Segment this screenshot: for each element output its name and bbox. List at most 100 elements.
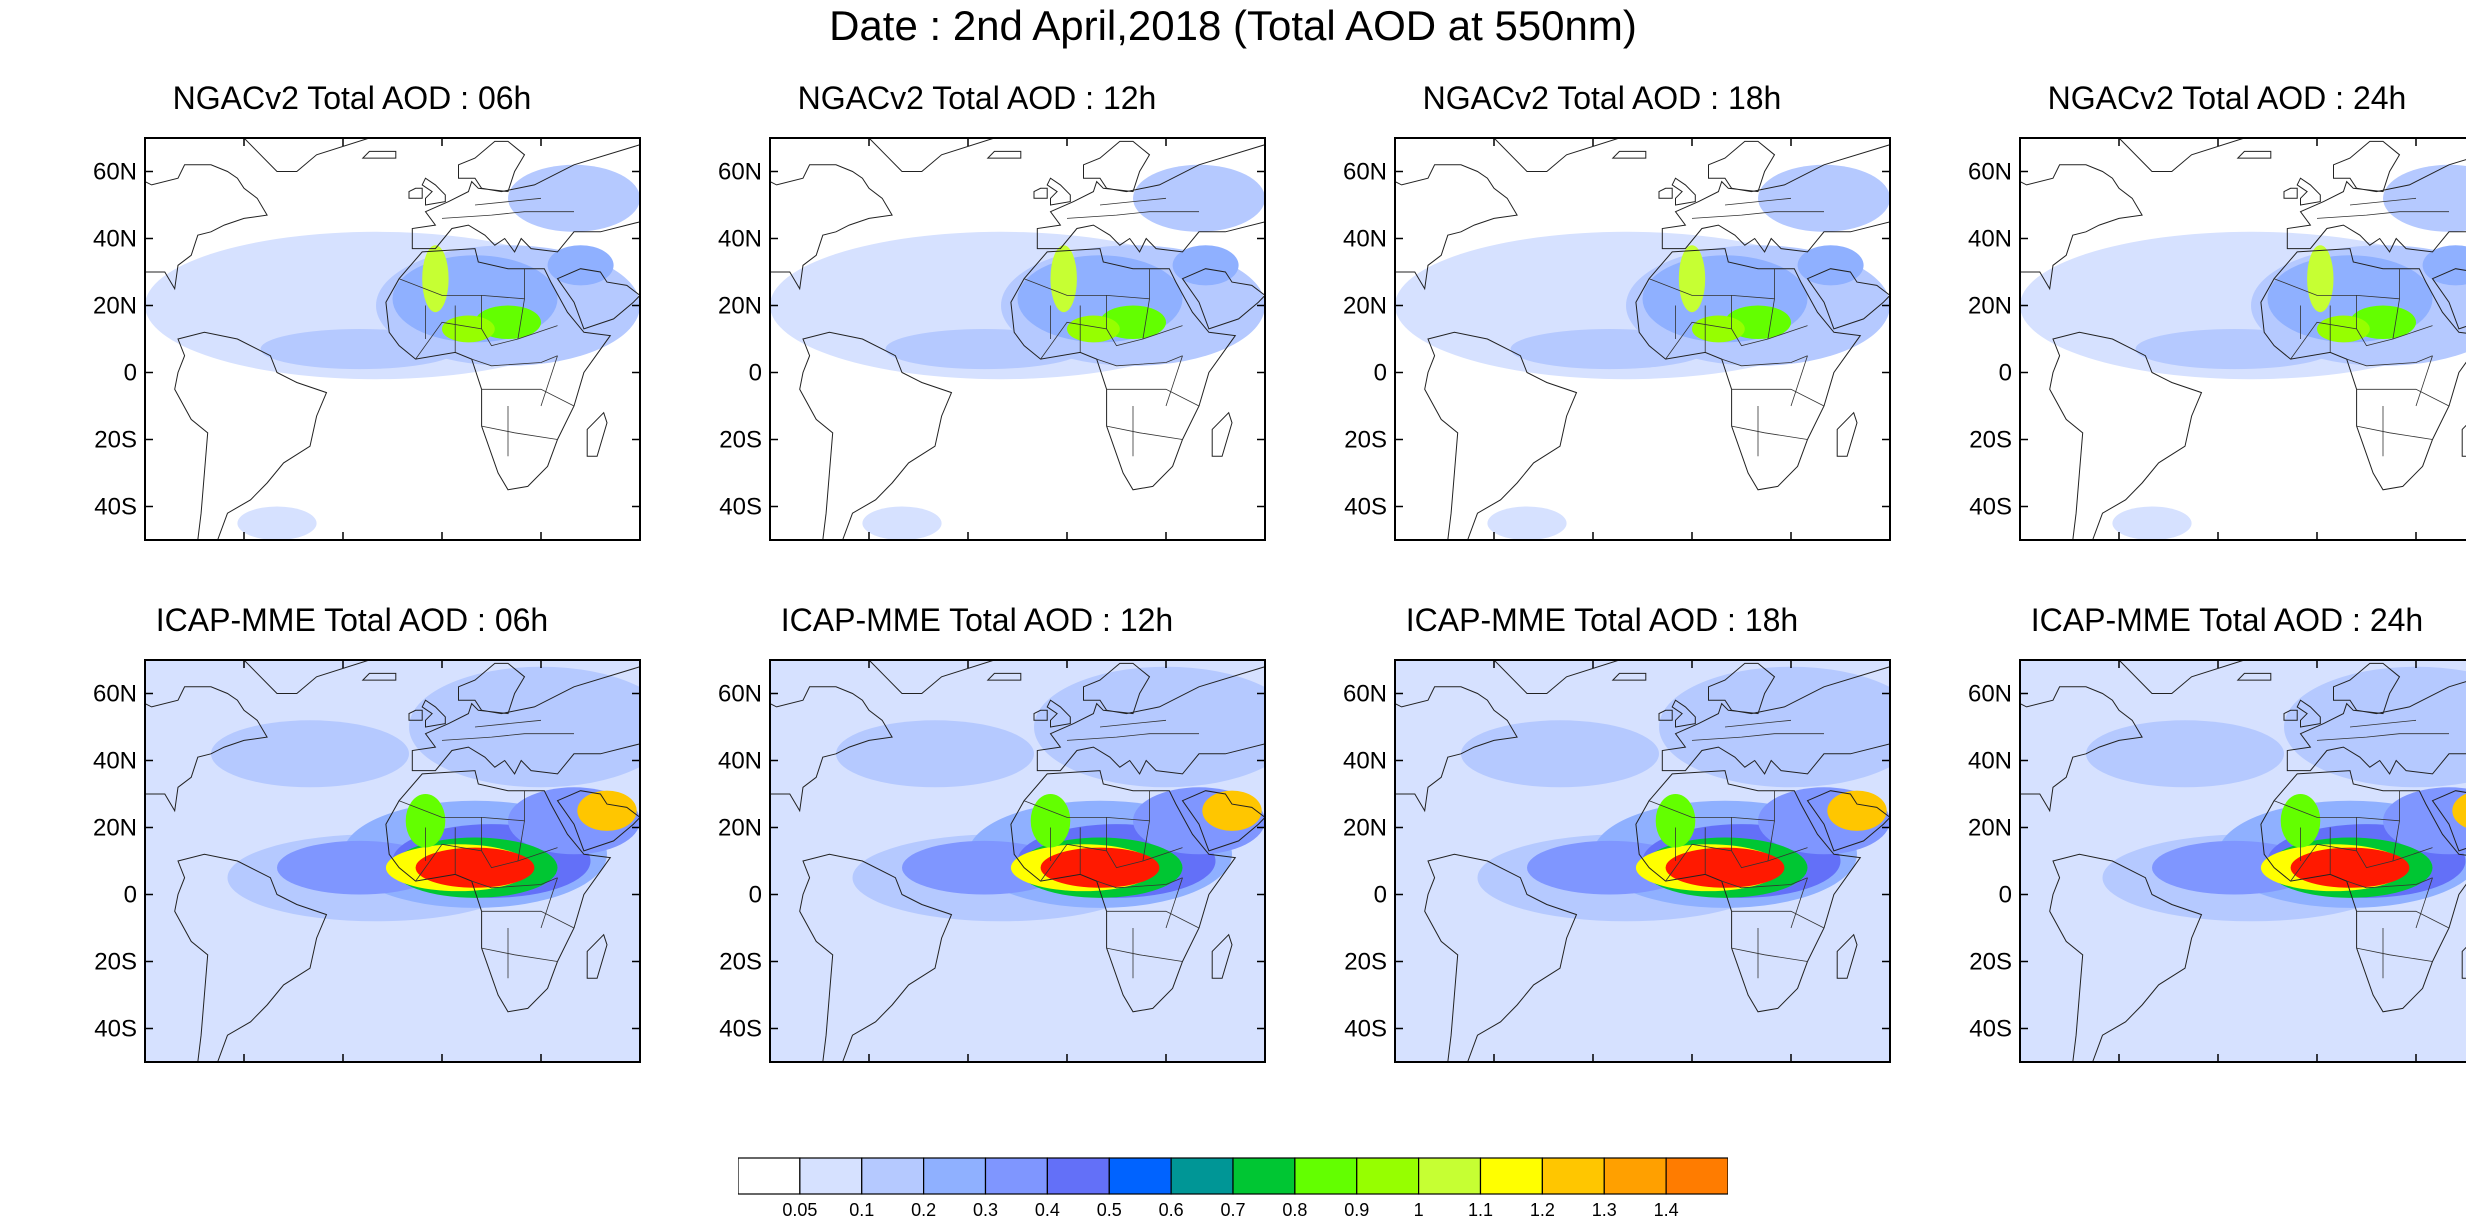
colorbar-swatch	[1046, 1157, 1110, 1195]
country-border	[441, 733, 574, 741]
country-border	[1731, 425, 1808, 440]
coastline-arabia	[556, 268, 640, 330]
country-border	[1721, 355, 1808, 367]
aod-plume	[260, 328, 459, 370]
coastline-britain	[2296, 699, 2321, 728]
country-border	[1099, 197, 1167, 206]
coastline-madagascar	[1836, 411, 1858, 457]
country-border	[1142, 298, 1150, 340]
colorbar-swatch	[1108, 1157, 1172, 1195]
panel-title: NGACv2 Total AOD : 06h	[172, 80, 532, 116]
lat-tick-label: 40S	[94, 494, 137, 521]
aod-plume	[1050, 245, 1077, 313]
coastline-africa	[1010, 248, 1237, 491]
coastline-north-america	[2020, 686, 2143, 813]
map-panel: ICAP-MME Total AOD : 12h90W60W30W030E60E…	[692, 602, 1282, 1102]
aod-plume	[885, 328, 1084, 370]
colorbar-swatch	[1665, 1157, 1728, 1195]
country-border	[481, 425, 558, 440]
coastline-iceland	[1611, 672, 1647, 681]
lat-tick-label: 40N	[718, 748, 762, 775]
country-border	[1106, 388, 1200, 407]
coastline-europe	[1661, 140, 1890, 253]
aod-plume	[1133, 164, 1265, 232]
coastline-europe	[2286, 662, 2466, 775]
country-border	[1731, 910, 1825, 929]
coastline-europe	[2286, 140, 2466, 253]
map-panel: NGACv2 Total AOD : 18h90W60W30W030E60E60…	[1317, 80, 1907, 580]
coastline-south-america	[799, 331, 953, 540]
lat-tick-label: 0	[1374, 360, 1387, 387]
lat-tick-label: 20N	[1968, 815, 2012, 842]
lat-tick-label: 40N	[1343, 226, 1387, 253]
coastline-greenland	[868, 660, 995, 694]
country-border	[2346, 877, 2433, 889]
lat-tick-label: 60N	[93, 159, 137, 186]
country-border	[471, 877, 558, 889]
coastline-south-america	[2049, 331, 2203, 540]
aod-field	[1395, 660, 1890, 1062]
coastline-madagascar	[586, 411, 608, 457]
aod-plume	[2422, 245, 2466, 286]
coastline-madagascar	[1836, 933, 1858, 979]
colorbar-label: 0.1	[849, 1200, 875, 1220]
coastline-south-america	[799, 853, 953, 1062]
coastline-greenland	[1493, 138, 1620, 172]
aod-map: 90W60W30W030E60E60N40N20N020S40S	[93, 659, 641, 1063]
coastline-north-america	[2020, 164, 2143, 291]
lat-tick-label: 40S	[1344, 494, 1387, 521]
coastline-iceland	[986, 150, 1022, 159]
country-border	[1066, 211, 1199, 219]
country-border	[1106, 425, 1183, 440]
lat-tick-label: 0	[124, 882, 137, 909]
country-border	[1066, 733, 1199, 741]
country-border	[1665, 321, 1808, 360]
coastline-ireland	[2283, 709, 2298, 721]
coastline-europe	[411, 140, 640, 253]
coastline-arabia	[1806, 268, 1890, 330]
aod-map: 90W60W30W030E60E60N40N20N020S40S	[718, 137, 1266, 541]
coastline-iceland	[2236, 150, 2272, 159]
map-panel: ICAP-MME Total AOD : 06h90W60W30W030E60E…	[67, 602, 657, 1102]
aod-field	[1395, 138, 1890, 540]
coastline-greenland	[243, 660, 370, 694]
country-border	[2356, 425, 2433, 440]
colorbar-swatch	[1170, 1157, 1234, 1195]
colorbar-swatch	[1232, 1157, 1296, 1195]
country-border	[2415, 355, 2433, 407]
aod-plume	[2383, 164, 2466, 232]
lat-tick-label: 20N	[93, 815, 137, 842]
map-panel: NGACv2 Total AOD : 12h90W60W30W030E60E60…	[692, 80, 1282, 580]
coastline-north-america	[770, 686, 893, 813]
colorbar-label: 1.4	[1653, 1200, 1679, 1220]
country-border	[441, 211, 574, 219]
panel-title: ICAP-MME Total AOD : 24h	[2030, 602, 2424, 638]
aod-plume	[2452, 793, 2466, 828]
coastline-ireland	[408, 187, 423, 199]
coastline-iceland	[2236, 672, 2272, 681]
colorbar-label: 1.2	[1529, 1200, 1555, 1220]
aod-map: 90W60W30W030E60E60N40N20N020S40S	[718, 659, 1266, 1063]
coastline-ireland	[2283, 187, 2298, 199]
colorbar-label: 0.2	[911, 1200, 937, 1220]
lat-tick-label: 60N	[718, 159, 762, 186]
lat-tick-label: 20S	[1969, 949, 2012, 976]
aod-plume	[1510, 328, 1709, 370]
country-border	[517, 820, 525, 862]
country-border	[1096, 877, 1183, 889]
colorbar-label: 0.5	[1096, 1200, 1122, 1220]
lat-tick-label: 60N	[93, 681, 137, 708]
colorbar-label: 0.4	[1034, 1200, 1060, 1220]
lat-tick-label: 0	[749, 882, 762, 909]
country-border	[2356, 388, 2450, 407]
lat-tick-label: 40S	[94, 1016, 137, 1043]
country-border	[1691, 211, 1824, 219]
aod-plume	[1487, 506, 1567, 540]
aod-plume	[2284, 666, 2466, 788]
lat-tick-label: 40S	[1969, 1016, 2012, 1043]
lat-tick-label: 40N	[1968, 748, 2012, 775]
colorbar-label: 0.9	[1344, 1200, 1370, 1220]
lat-tick-label: 40N	[93, 226, 137, 253]
lat-tick-label: 20N	[718, 293, 762, 320]
map-border	[144, 137, 641, 541]
